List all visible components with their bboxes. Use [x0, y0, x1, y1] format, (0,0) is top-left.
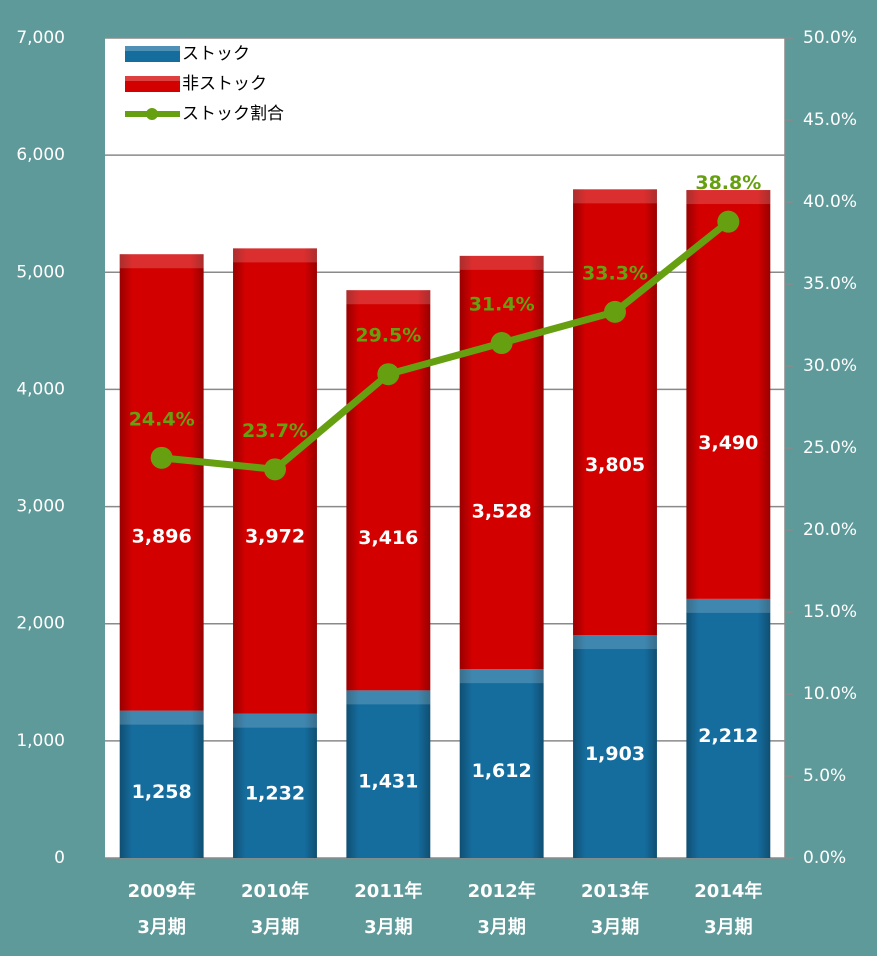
value-label: 38.8%	[695, 172, 761, 194]
line-point	[604, 300, 626, 323]
bar-shade	[686, 598, 771, 858]
line-point	[150, 446, 173, 469]
x-tick-label: 2009年	[128, 880, 196, 902]
bar-shade	[459, 669, 544, 858]
x-tick-label: 2012年	[468, 880, 536, 902]
line-point	[490, 332, 513, 355]
y-tick-label: 0	[54, 848, 65, 868]
x-tick-label: 2011年	[354, 880, 422, 902]
legend-swatch	[125, 46, 180, 62]
value-label: 3,896	[132, 526, 192, 548]
x-tick-label: 3月期	[591, 917, 640, 938]
y-tick-label: 7,000	[16, 28, 65, 48]
bar-highlight	[459, 255, 544, 270]
y2-tick-label: 10.0%	[803, 684, 857, 704]
plot-area	[105, 38, 785, 858]
line-point	[717, 210, 740, 233]
bar-shade	[459, 255, 544, 670]
x-tick-label: 2014年	[694, 880, 762, 902]
x-tick-label: 2013年	[581, 880, 649, 902]
bar-highlight	[686, 598, 771, 613]
bar-shade	[346, 290, 431, 691]
legend-swatch-highlight	[125, 76, 180, 81]
bar-shade	[573, 635, 657, 858]
line-point	[264, 458, 286, 481]
bar-shade	[686, 190, 771, 599]
x-tick-label: 3月期	[137, 917, 186, 938]
bar-highlight	[573, 635, 657, 650]
value-label: 24.4%	[129, 408, 195, 430]
y2-tick-label: 50.0%	[803, 28, 857, 48]
value-label: 23.7%	[242, 420, 308, 442]
y2-tick-label: 40.0%	[803, 192, 857, 212]
value-label: 1,903	[585, 743, 645, 765]
bar-highlight	[346, 690, 431, 705]
y2-tick-label: 45.0%	[803, 110, 857, 130]
value-label: 3,416	[358, 527, 418, 549]
bar-shade	[346, 690, 431, 858]
bar-shade	[119, 710, 204, 858]
bar-highlight	[119, 254, 204, 269]
x-tick-label: 3月期	[477, 917, 526, 938]
x-tick-label: 3月期	[364, 917, 413, 938]
y-tick-label: 5,000	[16, 262, 65, 282]
value-label: 3,972	[245, 525, 305, 547]
y-tick-label: 4,000	[16, 379, 65, 399]
y2-tick-label: 20.0%	[803, 520, 857, 540]
bar-highlight	[119, 710, 204, 725]
value-label: 31.4%	[469, 294, 535, 316]
legend-swatch-highlight	[125, 46, 180, 51]
legend-swatch	[125, 76, 180, 92]
bar-highlight	[573, 189, 657, 204]
y2-tick-label: 15.0%	[803, 602, 857, 622]
y2-tick-label: 5.0%	[803, 766, 846, 786]
x-tick-label: 3月期	[704, 917, 753, 938]
value-label: 33.3%	[582, 262, 648, 284]
value-label: 3,490	[698, 432, 758, 454]
y2-tick-label: 35.0%	[803, 274, 857, 294]
value-label: 1,232	[245, 782, 305, 804]
value-label: 3,805	[585, 454, 645, 476]
bar-shade	[119, 254, 204, 711]
value-label: 3,528	[472, 501, 532, 523]
y-tick-label: 6,000	[16, 145, 65, 165]
legend-point	[146, 108, 158, 120]
y-tick-label: 3,000	[16, 497, 65, 517]
y-tick-label: 2,000	[16, 614, 65, 634]
bar-shade	[573, 189, 657, 636]
bar-highlight	[346, 290, 431, 305]
value-label: 1,258	[132, 781, 192, 803]
legend-label: 非ストック	[182, 74, 267, 94]
y-tick-label: 1,000	[16, 731, 65, 751]
legend-label: ストック割合	[182, 104, 284, 124]
value-label: 1,612	[472, 760, 532, 782]
bar-highlight	[233, 713, 317, 728]
bar-highlight	[686, 190, 771, 205]
x-tick-label: 3月期	[251, 917, 300, 938]
x-tick-label: 2010年	[241, 880, 309, 902]
line-point	[377, 363, 400, 386]
legend-label: ストック	[182, 44, 250, 64]
y2-tick-label: 25.0%	[803, 438, 857, 458]
value-label: 2,212	[698, 725, 758, 747]
bar-highlight	[233, 248, 317, 263]
y2-tick-label: 0.0%	[803, 848, 846, 868]
line	[161, 218, 731, 473]
value-label: 1,431	[358, 771, 418, 793]
bar-highlight	[459, 669, 544, 684]
bar-shade	[233, 713, 317, 858]
value-label: 29.5%	[355, 325, 421, 347]
bar-shade	[233, 248, 317, 714]
y2-tick-label: 30.0%	[803, 356, 857, 376]
